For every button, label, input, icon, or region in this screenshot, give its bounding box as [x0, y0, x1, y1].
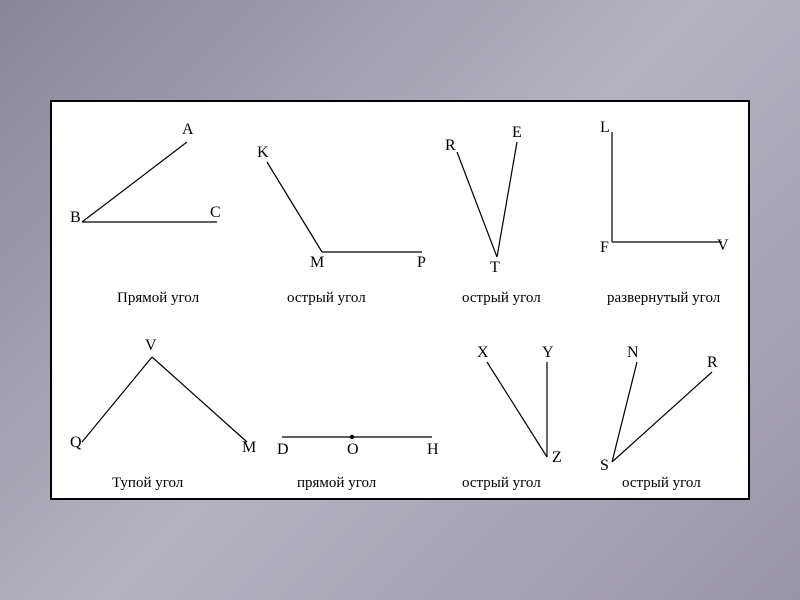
point-label: X: [477, 344, 489, 361]
point-label: Z: [552, 449, 562, 466]
angle-caption: Тупой угол: [112, 475, 184, 491]
angle-vqm: V Q M Тупой угол: [70, 337, 256, 491]
point-label: T: [490, 259, 500, 276]
point-label: H: [427, 441, 439, 458]
angle-lfv: L F Vразвернутый угол: [600, 119, 729, 306]
point-label: K: [257, 144, 269, 161]
angle-ray: [152, 357, 247, 442]
angle-caption: острый угол: [462, 290, 541, 306]
angle-abc: A B C Прямой угол: [70, 121, 221, 306]
point-label: Y: [542, 344, 554, 361]
angle-xyz: X Y Zострый угол: [462, 344, 562, 491]
angle-ray: [612, 372, 712, 462]
point-label: R: [707, 354, 718, 371]
point-label: F: [600, 239, 609, 256]
angles-svg: A B C Прямой угол K M Pострый угол R E Tострый уг…: [52, 102, 752, 502]
point-label: Q: [70, 434, 82, 451]
angle-kmp: K M Pострый угол: [257, 144, 426, 306]
vertex-dot: [350, 435, 354, 439]
angle-caption: прямой угол: [297, 475, 377, 491]
angle-caption: острый угол: [622, 475, 701, 491]
point-label: V: [145, 337, 157, 354]
point-label: P: [417, 254, 426, 271]
point-label: E: [512, 124, 522, 141]
point-label: V: [717, 237, 729, 254]
point-label: L: [600, 119, 610, 136]
point-label: M: [242, 439, 256, 456]
angle-caption: острый угол: [287, 290, 366, 306]
angle-caption: развернутый угол: [607, 290, 721, 306]
angle-caption: Прямой угол: [117, 290, 200, 306]
angle-ray: [497, 142, 517, 257]
angle-caption: острый угол: [462, 475, 541, 491]
diagram-card: A B C Прямой угол K M Pострый угол R E Tострый уг…: [50, 100, 750, 500]
point-label: A: [182, 121, 194, 138]
angle-ray: [82, 357, 152, 442]
angle-nsr: N R Sострый угол: [600, 344, 718, 491]
angle-ray: [612, 362, 637, 462]
angle-doh: D O Hпрямой угол: [277, 435, 439, 491]
point-label: N: [627, 344, 639, 361]
point-label: R: [445, 137, 456, 154]
angle-ray: [457, 152, 497, 257]
point-label: D: [277, 441, 289, 458]
point-label: C: [210, 204, 221, 221]
point-label: B: [70, 209, 81, 226]
point-label: M: [310, 254, 324, 271]
angle-ray: [82, 142, 187, 222]
point-label: S: [600, 457, 609, 474]
angle-rte: R E Tострый угол: [445, 124, 541, 306]
angle-ray: [487, 362, 547, 457]
point-label: O: [347, 441, 359, 458]
angle-ray: [267, 162, 322, 252]
page-background: A B C Прямой угол K M Pострый угол R E Tострый уг…: [0, 0, 800, 600]
